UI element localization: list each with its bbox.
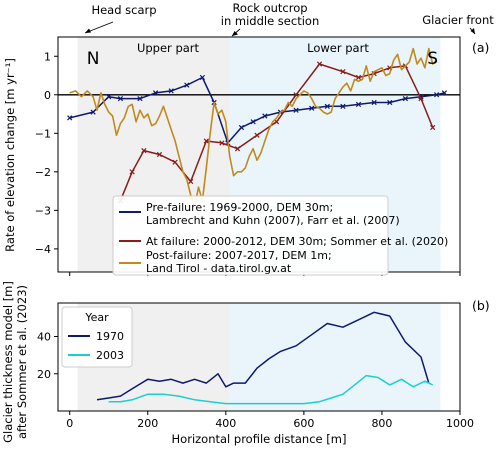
- panel-b-frame: [57, 302, 461, 412]
- panel-b-xtick-label: 0: [66, 417, 73, 430]
- svg-text:in middle section: in middle section: [221, 14, 319, 28]
- panel-a-region-label-upper: Upper part: [137, 41, 200, 55]
- data-point-pre-failure: [152, 90, 159, 96]
- series-line-at-failure: [119, 63, 434, 201]
- data-point-at-failure: [156, 151, 163, 158]
- data-point-pre-failure: [402, 96, 408, 102]
- panel-b-series-group: [96, 311, 434, 405]
- svg-text:Rock outcrop: Rock outcrop: [232, 1, 307, 15]
- data-point-pre-failure: [324, 103, 330, 109]
- legend-label-2003: 2003: [96, 349, 124, 362]
- data-point-at-failure: [430, 124, 436, 131]
- data-point-pre-failure: [90, 109, 96, 115]
- panel-a-legend-box: [112, 195, 389, 276]
- data-point-at-failure: [316, 61, 323, 67]
- panel-b-tag: (b): [472, 298, 490, 313]
- series-line-2003: [108, 374, 434, 405]
- panel-b-xtick-label: 600: [293, 417, 314, 430]
- legend-label-post-failure-source: Land Tirol - data.tirol.gv.at: [146, 262, 292, 275]
- panel-b-legend: Year 1970 2003: [61, 306, 133, 368]
- legend-label-at-failure: At failure: 2000-2012, DEM 30m; Sommer e…: [146, 235, 448, 248]
- data-point-pre-failure: [106, 94, 112, 100]
- panel-a-ylabel: Rate of elevation change [m yr⁻¹]: [3, 58, 17, 252]
- legend-b-title: Year: [84, 311, 109, 324]
- panel-a-ytick-label: −3: [35, 204, 51, 217]
- data-point-at-failure: [219, 140, 225, 146]
- panel-b-xlabel: Horizontal profile distance [m]: [172, 432, 347, 446]
- panel-a-ytick-label: −1: [35, 127, 51, 140]
- data-point-at-failure: [340, 69, 346, 75]
- panel-b-xtick-label: 200: [137, 417, 158, 430]
- panel-a-ytick-label: 0: [44, 89, 51, 102]
- data-point-pre-failure: [137, 96, 143, 102]
- data-point-at-failure: [355, 74, 362, 81]
- data-point-at-failure: [141, 148, 147, 154]
- panel-b-xtick-label: 1000: [446, 417, 474, 430]
- panel-a-ytick-label: −2: [35, 166, 51, 179]
- panel-a-letter-s: S: [427, 49, 438, 69]
- panel-a-tag: (a): [472, 40, 489, 55]
- data-point-pre-failure: [355, 101, 362, 108]
- series-line-1970: [96, 311, 430, 401]
- series-line-pre-failure: [69, 76, 445, 144]
- data-point-pre-failure: [199, 74, 206, 81]
- legend-label-post-failure: Post-failure: 2007-2017, DEM 1m;: [146, 249, 332, 262]
- panel-a-y-axis: 1 0 −1 −2 −3 −4: [35, 50, 58, 256]
- panel-a-ytick-label: −4: [35, 243, 51, 256]
- panel-a-region-label-lower: Lower part: [307, 41, 369, 55]
- panel-b-xtick-label: 400: [215, 417, 236, 430]
- panel-b-ytick-label: 20: [37, 368, 51, 381]
- panel-a-series-group: [67, 47, 448, 208]
- annotation-glacier-front: Glacier front: [422, 13, 494, 35]
- data-point-pre-failure: [184, 82, 190, 88]
- data-point-pre-failure: [433, 92, 440, 98]
- data-point-at-failure: [418, 96, 424, 102]
- data-point-pre-failure: [262, 113, 268, 119]
- legend-label-pre-failure-source: Lambrecht and Kuhn (2007), Farr et al. (…: [146, 214, 400, 227]
- data-point-pre-failure: [371, 99, 377, 106]
- data-point-pre-failure: [387, 99, 393, 106]
- annotation-head-scarp: Head scarp: [84, 3, 157, 34]
- panel-a-letter-n: N: [87, 49, 100, 69]
- panel-b-ylabel: Glacier thickness model [m]: [1, 281, 15, 443]
- data-point-pre-failure: [238, 124, 245, 131]
- panel-b-shade-lower: [229, 303, 441, 411]
- panel-b-legend-box: [61, 306, 133, 368]
- data-point-at-failure: [129, 169, 135, 175]
- data-point-pre-failure: [309, 105, 315, 111]
- svg-text:Head scarp: Head scarp: [91, 3, 156, 17]
- legend-label-pre-failure: Pre-failure: 1969-2000, DEM 30m;: [146, 201, 333, 214]
- data-point-pre-failure: [117, 96, 124, 102]
- data-point-at-failure: [203, 138, 209, 144]
- data-point-at-failure: [188, 178, 194, 185]
- panel-b-x-axis: 0 200 400 600 800 1000: [66, 411, 474, 430]
- data-point-pre-failure: [293, 107, 299, 113]
- data-point-pre-failure: [441, 90, 448, 96]
- data-point-pre-failure: [340, 103, 346, 109]
- panel-b-ylabel-source: after Sommer et al. (2023): [15, 285, 29, 439]
- data-point-pre-failure: [67, 115, 73, 121]
- data-point-pre-failure: [250, 119, 256, 125]
- panel-a-ytick-label: 1: [44, 50, 51, 63]
- panel-b-xtick-label: 800: [371, 417, 392, 430]
- series-line-post-failure: [69, 47, 438, 208]
- data-point-at-failure: [234, 146, 241, 152]
- legend-label-1970: 1970: [96, 330, 124, 343]
- panel-b-ytick-label: 40: [37, 331, 51, 344]
- panel-a-legend: Pre-failure: 1969-2000, DEM 30m; Lambrec…: [112, 195, 448, 276]
- data-point-pre-failure: [168, 88, 174, 94]
- annotation-rock-outcrop: Rock outcrop in middle section: [221, 1, 319, 37]
- svg-text:Glacier front: Glacier front: [422, 13, 494, 27]
- data-point-at-failure: [172, 159, 178, 165]
- panel-a: 1 0 −1 −2 −3 −4 Upper part Lower part N S (a)…: [3, 1, 494, 276]
- data-point-at-failure: [254, 132, 260, 138]
